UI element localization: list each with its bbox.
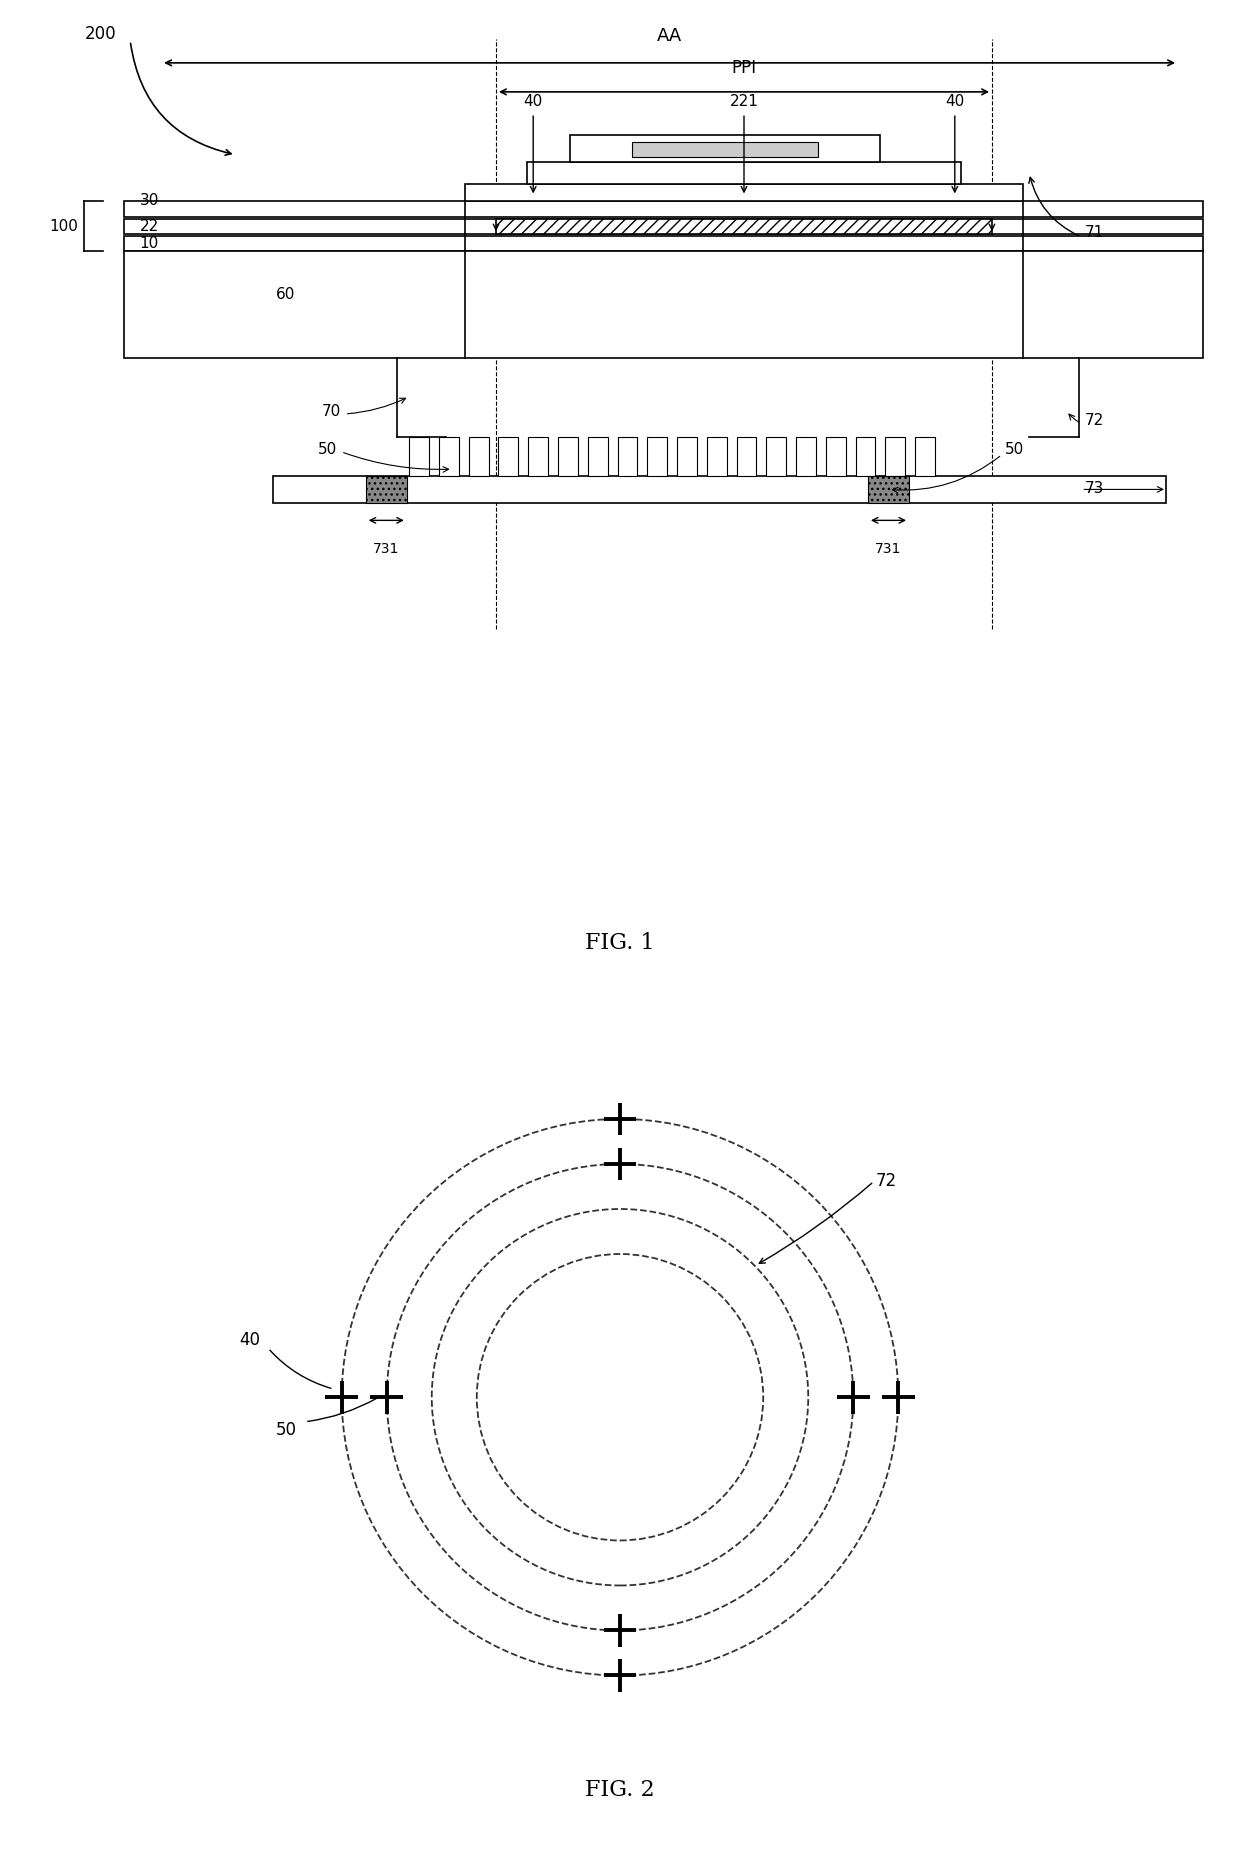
- Bar: [737, 437, 756, 476]
- Bar: [915, 437, 935, 476]
- Text: 72: 72: [875, 1172, 897, 1190]
- Bar: [366, 476, 407, 502]
- Text: 100: 100: [50, 219, 78, 234]
- Text: 70: 70: [321, 404, 341, 418]
- Bar: [868, 476, 909, 502]
- Bar: [528, 437, 548, 476]
- Bar: [124, 201, 1203, 216]
- Bar: [469, 437, 489, 476]
- Text: PPI: PPI: [732, 60, 756, 78]
- Text: 50: 50: [317, 443, 337, 458]
- Bar: [632, 141, 818, 156]
- Bar: [124, 219, 1203, 234]
- Bar: [856, 437, 875, 476]
- Text: 40: 40: [523, 95, 543, 110]
- Bar: [647, 437, 667, 476]
- Text: 200: 200: [84, 24, 117, 43]
- Bar: [124, 251, 1203, 357]
- Bar: [439, 437, 459, 476]
- Text: 50: 50: [275, 1421, 296, 1440]
- Bar: [796, 437, 816, 476]
- Text: 731: 731: [875, 541, 901, 556]
- Text: 71: 71: [1085, 225, 1105, 240]
- Bar: [496, 219, 992, 234]
- Text: AA: AA: [657, 28, 682, 45]
- Bar: [588, 437, 608, 476]
- Bar: [618, 437, 637, 476]
- Text: 40: 40: [945, 95, 965, 110]
- Text: 221: 221: [729, 95, 759, 110]
- Text: 50: 50: [1004, 443, 1024, 458]
- Bar: [707, 437, 727, 476]
- Bar: [885, 437, 905, 476]
- Text: 72: 72: [1085, 413, 1105, 428]
- Text: 73: 73: [1085, 482, 1105, 497]
- Bar: [527, 162, 961, 184]
- Bar: [409, 437, 429, 476]
- Text: 40: 40: [239, 1332, 260, 1348]
- Text: 10: 10: [139, 236, 159, 251]
- Text: 22: 22: [139, 219, 159, 234]
- Bar: [124, 236, 1203, 251]
- Text: FIG. 2: FIG. 2: [585, 1778, 655, 1800]
- Text: 731: 731: [373, 541, 399, 556]
- Bar: [498, 437, 518, 476]
- Bar: [570, 136, 880, 162]
- Text: 30: 30: [139, 193, 159, 208]
- Bar: [677, 437, 697, 476]
- Bar: [558, 437, 578, 476]
- Bar: [766, 437, 786, 476]
- Text: 60: 60: [275, 288, 295, 303]
- Bar: [273, 476, 1166, 502]
- Bar: [465, 184, 1023, 201]
- Bar: [826, 437, 846, 476]
- Text: FIG. 1: FIG. 1: [585, 932, 655, 954]
